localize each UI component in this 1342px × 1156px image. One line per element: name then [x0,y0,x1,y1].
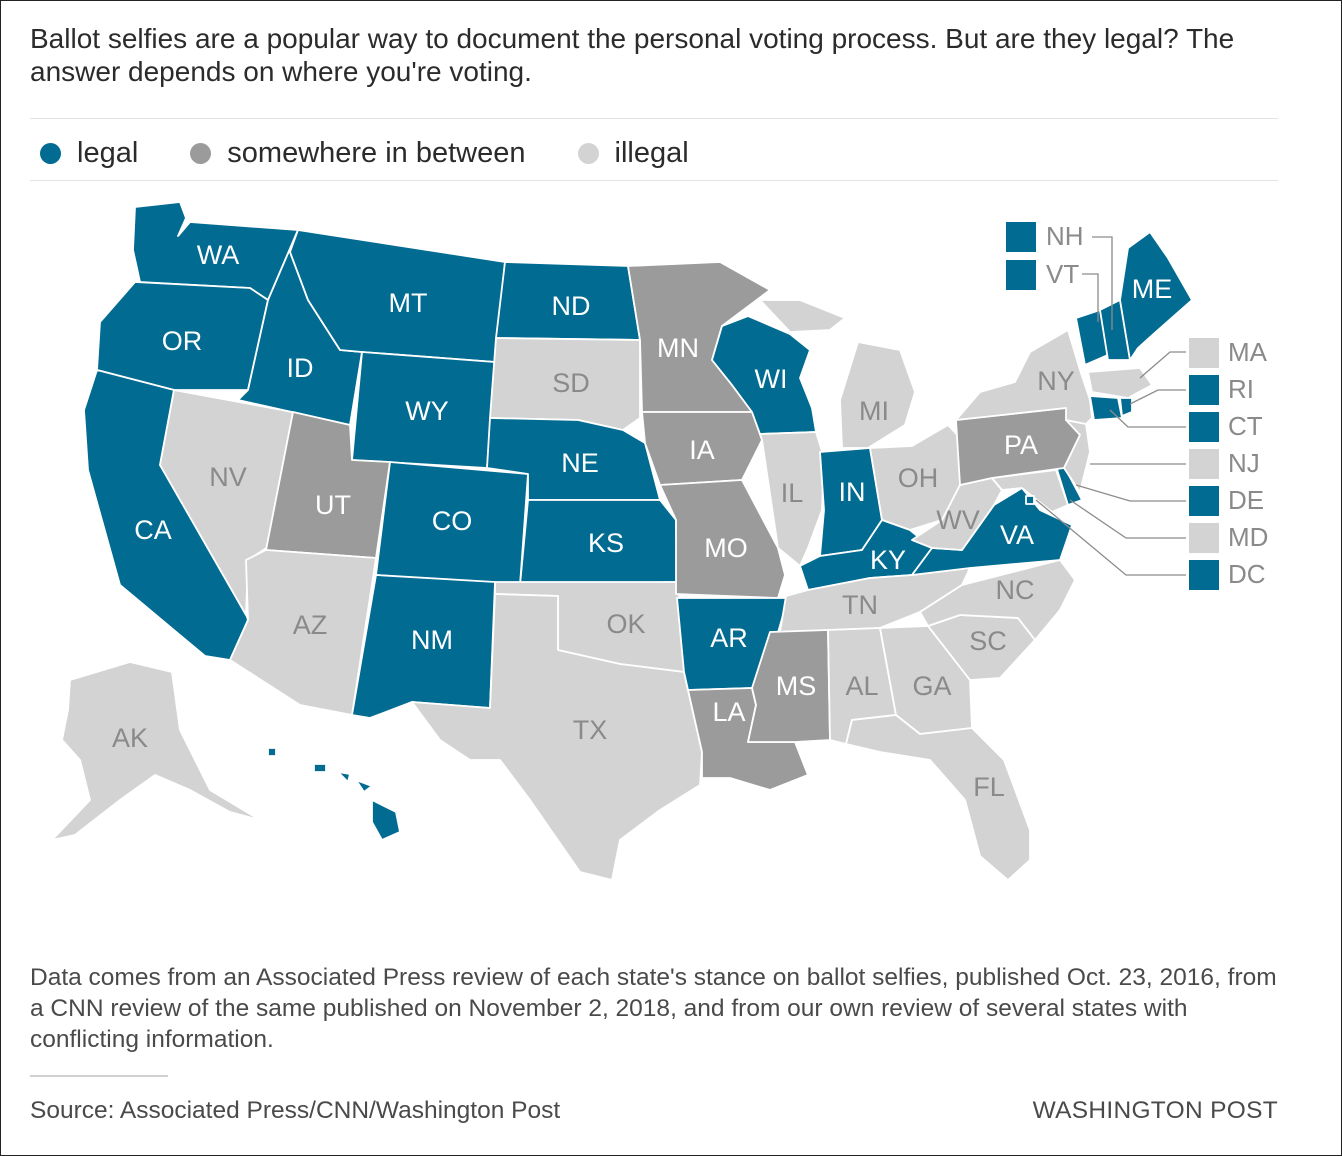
state-label-nm: NM [411,625,453,655]
state-label-va: VA [1000,520,1034,550]
state-shape-dc [1025,495,1035,505]
state-label-ca: CA [134,515,172,545]
state-shape-me [1119,231,1193,361]
state-shape-tx [411,593,703,881]
state-label-mo: MO [704,533,748,563]
legend-swatch-between [190,142,212,164]
state-label-az: AZ [293,610,328,640]
state-label-wi: WI [755,364,788,394]
state-shape-fl [845,714,1031,881]
small-state-label-dc: DC [1228,559,1266,589]
state-label-al: AL [845,671,878,701]
small-state-label-ct: CT [1228,411,1263,441]
state-label-oh: OH [898,463,939,493]
state-label-pa: PA [1004,430,1038,460]
swatch-md [1189,523,1219,553]
state-shape-mo [659,479,786,599]
legend-swatch-illegal [577,142,599,164]
state-shape-ny [955,329,1093,425]
swatch-vt [1006,260,1036,290]
legend-label-legal: legal [77,136,139,169]
state-label-ms: MS [776,671,817,701]
state-label-il: IL [781,478,804,508]
source-line: Source: Associated Press/CNN/Washington … [30,1097,561,1124]
data-notes: Data comes from an Associated Press revi… [30,964,1277,1053]
state-label-id: ID [287,353,314,383]
legend-item-illegal: illegal [568,137,689,170]
small-state-label-md: MD [1228,522,1268,552]
small-state-label-ri: RI [1228,374,1254,404]
small-state-label-vt: VT [1046,259,1079,289]
legend-label-illegal: illegal [614,136,689,169]
state-shape-il [759,431,825,567]
state-shape-az [229,549,377,716]
state-label-hi: HI [320,788,347,818]
state-label-sc: SC [969,626,1007,656]
state-label-ne: NE [561,448,599,478]
state-label-me: ME [1132,274,1173,304]
swatch-ma [1189,338,1219,368]
state-shape-ma [1087,367,1153,399]
swatch-dc [1189,560,1219,590]
state-label-wa: WA [197,240,240,270]
small-state-label-nj: NJ [1228,448,1260,478]
state-label-la: LA [712,697,745,727]
state-label-or: OR [162,326,203,356]
state-label-ga: GA [912,671,951,701]
state-label-mn: MN [657,333,699,363]
state-label-wv: WV [936,505,980,535]
swatch-ri [1189,375,1219,405]
small-state-label-ma: MA [1228,337,1268,367]
state-label-co: CO [432,506,473,536]
state-shape-or [96,281,269,391]
small-state-label-de: DE [1228,485,1264,515]
state-label-ar: AR [710,623,748,653]
state-shapes [51,201,1193,881]
publisher-credit: WASHINGTON POST [1032,1097,1278,1124]
footer-rule [30,1075,168,1077]
small-state-leaders [1035,236,1186,576]
swatch-nh [1006,222,1036,252]
state-label-tx: TX [573,715,608,745]
state-label-ks: KS [588,528,624,558]
swatch-ct [1189,412,1219,442]
legend-top-rule [30,118,1278,119]
legend: legal somewhere in between illegal [30,132,731,174]
chart-title: Ballot selfies are a popular way to docu… [30,23,1235,87]
state-shape-ri [1119,397,1133,417]
legend-bottom-rule [30,180,1278,181]
legend-swatch-legal [40,142,61,164]
state-shape-ak [51,661,261,841]
state-label-sd: SD [552,368,590,398]
us-map: WA OR CA NV ID MT WY UT AZ CO NM ND SD N… [51,201,1268,881]
state-label-ok: OK [606,609,645,639]
legend-item-legal: legal [30,137,138,170]
swatch-de [1189,486,1219,516]
state-label-in: IN [839,477,866,507]
state-label-wy: WY [405,396,449,426]
state-label-mt: MT [389,288,428,318]
state-shape-hi [267,747,401,841]
state-label-ny: NY [1037,366,1075,396]
state-label-ia: IA [689,435,715,465]
state-label-nv: NV [209,462,247,492]
state-label-tn: TN [842,590,878,620]
swatch-nj [1189,449,1219,479]
legend-label-between: somewhere in between [227,136,526,169]
state-label-mi: MI [859,396,889,426]
state-label-fl: FL [973,772,1005,802]
state-label-ut: UT [315,490,351,520]
state-shape-wi [711,315,817,435]
small-state-label-nh: NH [1046,221,1084,251]
state-label-nc: NC [996,575,1035,605]
state-labels: WA OR CA NV ID MT WY UT AZ CO NM ND SD N… [112,240,1172,818]
small-state-key: NH VT MA RI CT NJ DE MD DC [1006,221,1268,590]
state-shape-mi [759,299,916,449]
state-label-ky: KY [870,545,906,575]
state-label-nd: ND [552,291,591,321]
legend-item-between: somewhere in between [180,136,526,170]
state-label-ak: AK [112,723,148,753]
state-shape-nc [919,559,1076,641]
